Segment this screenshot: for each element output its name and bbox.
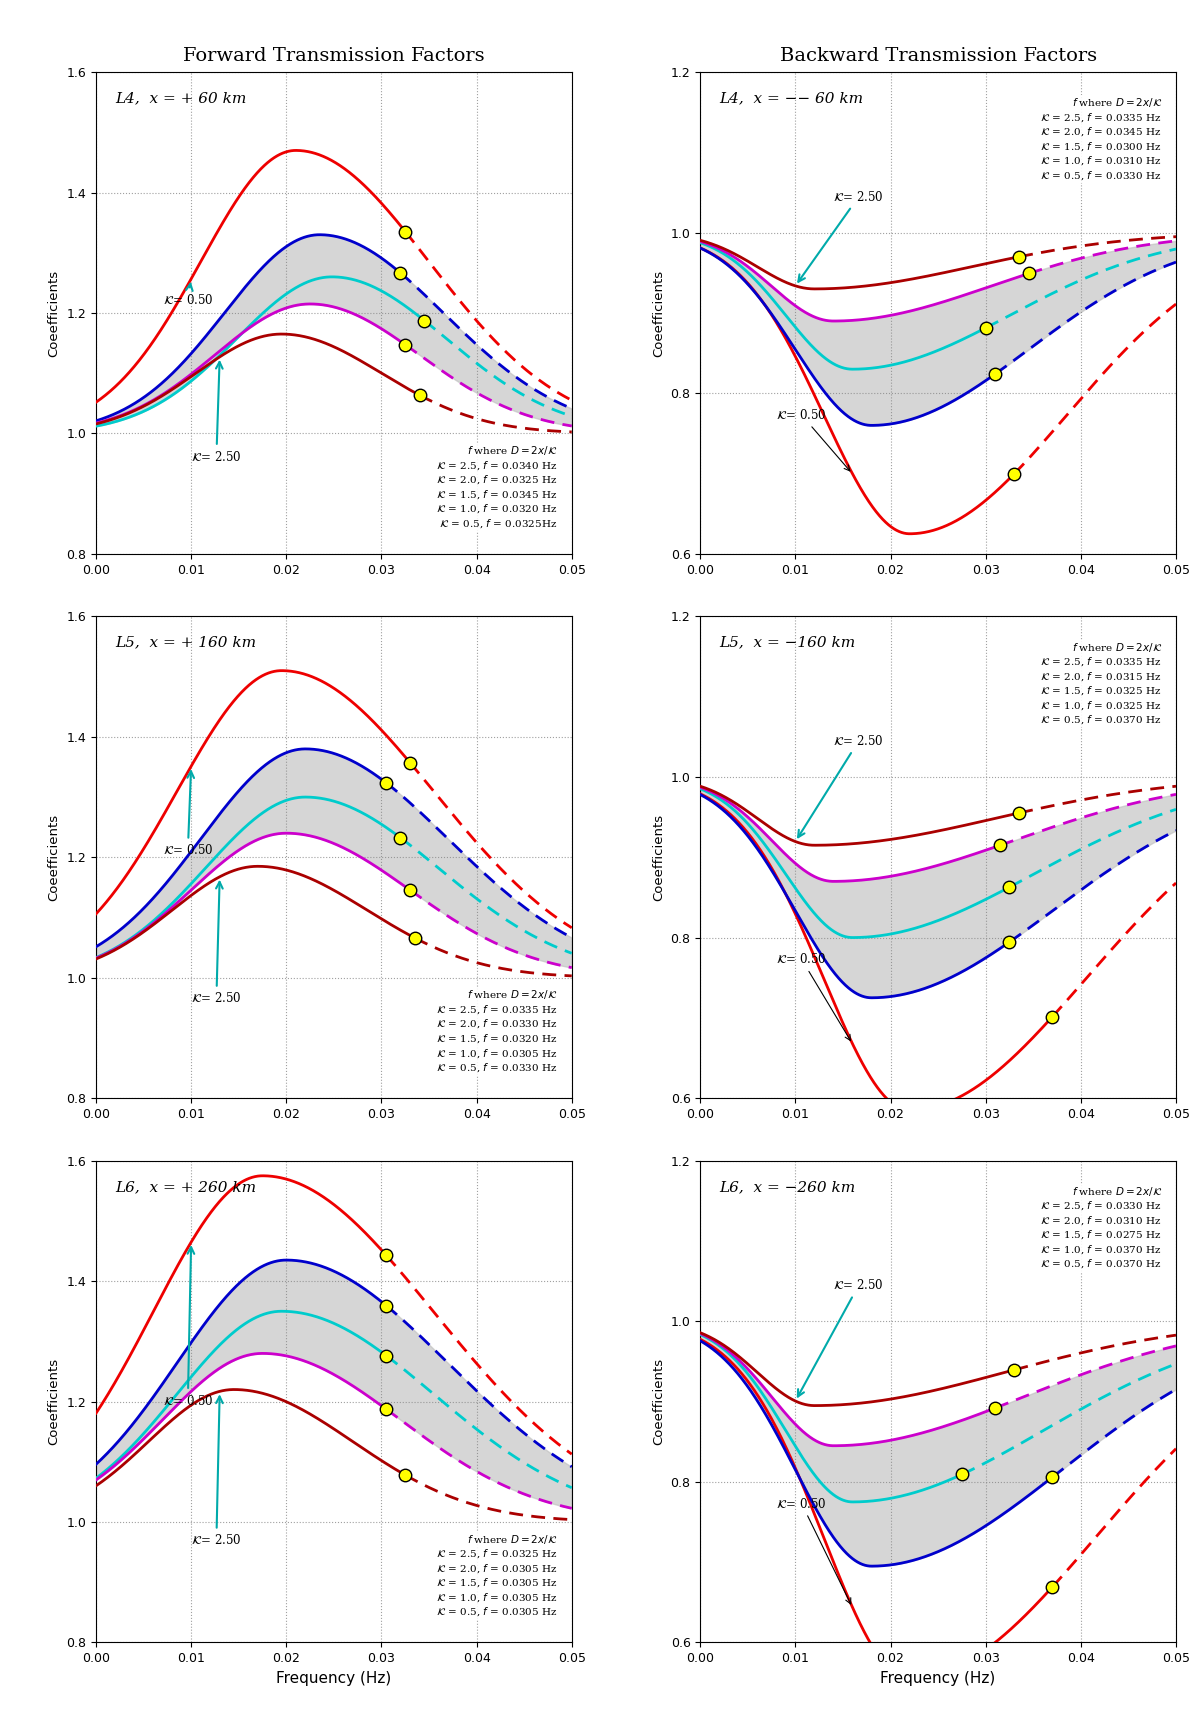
Y-axis label: Coeefficients: Coeefficients xyxy=(652,270,665,357)
Text: L4,  x = + 60 km: L4, x = + 60 km xyxy=(115,91,246,105)
Text: $\mathit{f}$ where $D = 2x/\mathcal{K}$
$\mathcal{K}$ = 2.5, $f$ = 0.0335 Hz
$\m: $\mathit{f}$ where $D = 2x/\mathcal{K}$ … xyxy=(1040,641,1162,727)
Text: $\mathcal{K}$= 0.50: $\mathcal{K}$= 0.50 xyxy=(163,1247,214,1407)
Text: $\mathcal{K}$= 2.50: $\mathcal{K}$= 2.50 xyxy=(798,1278,884,1397)
Text: $\mathcal{K}$= 0.50: $\mathcal{K}$= 0.50 xyxy=(163,771,214,857)
Y-axis label: Coeefficients: Coeefficients xyxy=(652,1357,665,1445)
Title: Forward Transmission Factors: Forward Transmission Factors xyxy=(184,46,485,65)
Text: $\mathcal{K}$= 2.50: $\mathcal{K}$= 2.50 xyxy=(798,734,884,837)
Text: $\mathcal{K}$= 0.50: $\mathcal{K}$= 0.50 xyxy=(776,407,850,471)
Text: $\mathit{f}$ where $D = 2x/\mathcal{K}$
$\mathcal{K}$ = 2.5, $f$ = 0.0330 Hz
$\m: $\mathit{f}$ where $D = 2x/\mathcal{K}$ … xyxy=(1040,1185,1162,1270)
Y-axis label: Coeefficients: Coeefficients xyxy=(652,814,665,900)
Text: $\mathcal{K}$= 0.50: $\mathcal{K}$= 0.50 xyxy=(163,283,214,308)
Text: $\mathit{f}$ where $D = 2x/\mathcal{K}$
$\mathcal{K}$ = 2.5, $f$ = 0.0335 Hz
$\m: $\mathit{f}$ where $D = 2x/\mathcal{K}$ … xyxy=(436,988,558,1074)
X-axis label: Frequency (Hz): Frequency (Hz) xyxy=(276,1670,391,1685)
Text: $\mathcal{K}$= 2.50: $\mathcal{K}$= 2.50 xyxy=(191,1397,241,1548)
Title: Backward Transmission Factors: Backward Transmission Factors xyxy=(780,46,1097,65)
Text: $\mathcal{K}$= 0.50: $\mathcal{K}$= 0.50 xyxy=(776,952,851,1041)
Y-axis label: Coeefficients: Coeefficients xyxy=(48,1357,61,1445)
Text: L4,  x = −− 60 km: L4, x = −− 60 km xyxy=(719,91,863,105)
Text: L5,  x = + 160 km: L5, x = + 160 km xyxy=(115,636,256,649)
Text: $\mathcal{K}$= 2.50: $\mathcal{K}$= 2.50 xyxy=(798,189,884,282)
Text: L5,  x = −160 km: L5, x = −160 km xyxy=(719,636,856,649)
Text: L6,  x = −260 km: L6, x = −260 km xyxy=(719,1180,856,1194)
Text: $\mathit{f}$ where $D = 2x/\mathcal{K}$
$\mathcal{K}$ = 2.5, $f$ = 0.0340 Hz
$\m: $\mathit{f}$ where $D = 2x/\mathcal{K}$ … xyxy=(436,445,558,529)
Text: $\mathit{f}$ where $D = 2x/\mathcal{K}$
$\mathcal{K}$ = 2.5, $f$ = 0.0335 Hz
$\m: $\mathit{f}$ where $D = 2x/\mathcal{K}$ … xyxy=(1040,96,1162,182)
Y-axis label: Coeefficients: Coeefficients xyxy=(48,270,61,357)
Text: $\mathcal{K}$= 0.50: $\mathcal{K}$= 0.50 xyxy=(776,1496,851,1605)
Text: L6,  x = + 260 km: L6, x = + 260 km xyxy=(115,1180,256,1194)
Text: $\mathcal{K}$= 2.50: $\mathcal{K}$= 2.50 xyxy=(191,881,241,1005)
Text: $\mathit{f}$ where $D = 2x/\mathcal{K}$
$\mathcal{K}$ = 2.5, $f$ = 0.0325 Hz
$\m: $\mathit{f}$ where $D = 2x/\mathcal{K}$ … xyxy=(436,1532,558,1618)
X-axis label: Frequency (Hz): Frequency (Hz) xyxy=(881,1670,996,1685)
Y-axis label: Coeefficients: Coeefficients xyxy=(48,814,61,900)
Text: $\mathcal{K}$= 2.50: $\mathcal{K}$= 2.50 xyxy=(191,362,241,464)
